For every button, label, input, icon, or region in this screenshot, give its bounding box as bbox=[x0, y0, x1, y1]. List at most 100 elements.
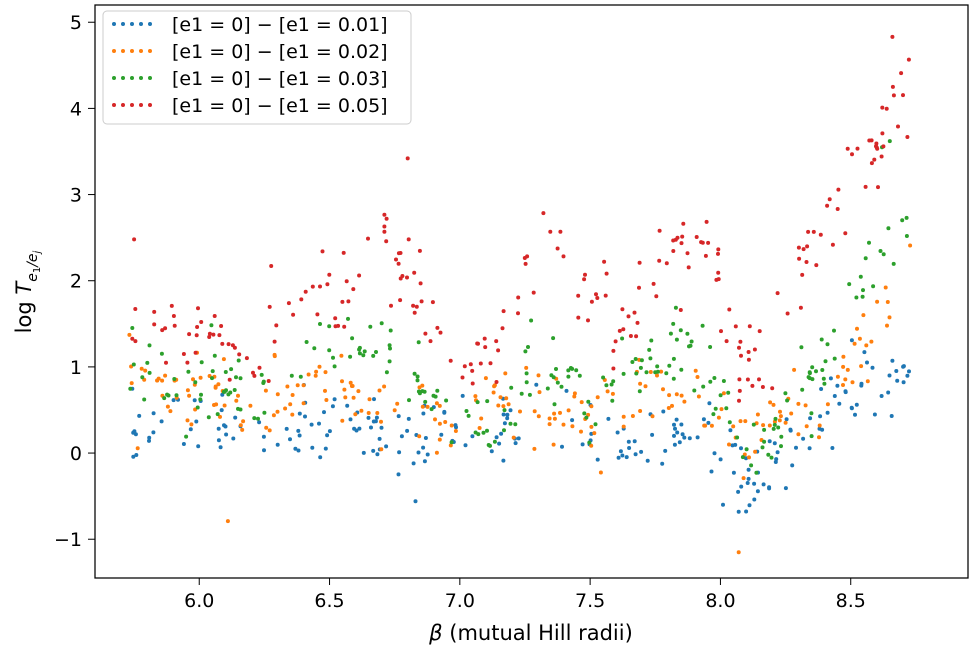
data-point bbox=[295, 383, 300, 388]
data-point bbox=[341, 250, 346, 255]
data-point bbox=[318, 455, 323, 460]
data-point bbox=[320, 249, 325, 254]
data-point bbox=[379, 321, 384, 326]
data-point bbox=[192, 398, 197, 403]
data-point bbox=[589, 404, 594, 409]
data-point bbox=[323, 370, 328, 375]
data-point bbox=[163, 373, 168, 378]
data-point bbox=[595, 296, 600, 300]
data-point bbox=[638, 365, 643, 370]
data-point bbox=[438, 330, 443, 335]
data-point bbox=[502, 421, 507, 426]
data-point bbox=[871, 284, 876, 289]
data-point bbox=[885, 300, 890, 304]
data-point bbox=[796, 245, 801, 250]
data-point bbox=[586, 318, 590, 323]
data-point bbox=[825, 342, 830, 347]
data-point bbox=[389, 303, 393, 308]
data-point bbox=[332, 364, 337, 369]
data-point bbox=[655, 364, 660, 369]
data-point bbox=[828, 376, 833, 381]
data-point bbox=[213, 384, 218, 389]
data-point bbox=[374, 350, 378, 354]
data-point bbox=[494, 380, 499, 384]
data-point bbox=[444, 398, 449, 403]
data-point bbox=[693, 368, 698, 373]
data-point bbox=[870, 365, 875, 370]
data-point bbox=[624, 455, 629, 460]
data-point bbox=[413, 499, 418, 504]
data-point bbox=[744, 456, 748, 461]
data-point bbox=[577, 373, 582, 378]
data-point bbox=[147, 343, 152, 348]
data-point bbox=[231, 436, 236, 441]
legend-label: [e1 = 0] − [e1 = 0.01] bbox=[172, 14, 388, 36]
data-point bbox=[850, 152, 854, 157]
data-point bbox=[621, 327, 626, 332]
data-point bbox=[470, 434, 475, 439]
data-point bbox=[171, 398, 176, 403]
data-point bbox=[340, 379, 344, 384]
data-point bbox=[348, 380, 353, 385]
data-point bbox=[570, 418, 575, 423]
data-point bbox=[489, 449, 494, 454]
data-point bbox=[679, 393, 684, 398]
data-point bbox=[890, 358, 895, 363]
data-point bbox=[739, 353, 743, 358]
data-point bbox=[537, 390, 542, 395]
data-point bbox=[860, 294, 865, 299]
data-point bbox=[737, 377, 742, 382]
data-point bbox=[736, 509, 741, 514]
data-point bbox=[869, 161, 874, 166]
data-point bbox=[483, 345, 488, 350]
data-point bbox=[647, 347, 652, 352]
data-point bbox=[252, 373, 257, 378]
data-point bbox=[554, 367, 558, 371]
data-point bbox=[843, 389, 848, 394]
data-point bbox=[248, 403, 253, 408]
data-point bbox=[886, 226, 891, 231]
data-point bbox=[587, 440, 592, 445]
data-point bbox=[505, 416, 510, 421]
data-point bbox=[143, 368, 148, 373]
data-point bbox=[800, 387, 805, 392]
data-point bbox=[348, 354, 353, 359]
data-point bbox=[731, 470, 736, 475]
data-point bbox=[752, 481, 757, 486]
data-point bbox=[724, 339, 729, 344]
data-point bbox=[682, 435, 687, 440]
data-point bbox=[244, 356, 249, 361]
data-point bbox=[387, 343, 392, 348]
data-point bbox=[406, 416, 411, 421]
data-point bbox=[551, 336, 556, 341]
data-point bbox=[422, 389, 427, 394]
data-point bbox=[394, 257, 398, 262]
data-point bbox=[227, 377, 232, 382]
data-point bbox=[483, 376, 488, 381]
data-point bbox=[516, 436, 521, 441]
data-point bbox=[519, 391, 524, 396]
data-point bbox=[377, 388, 382, 393]
data-point bbox=[407, 398, 411, 403]
data-point bbox=[772, 441, 777, 446]
data-point bbox=[746, 467, 751, 472]
data-point bbox=[867, 138, 872, 143]
data-point bbox=[788, 427, 793, 432]
data-point bbox=[346, 299, 351, 304]
data-point bbox=[421, 445, 426, 450]
data-point bbox=[525, 254, 530, 259]
data-point bbox=[874, 141, 879, 146]
legend-label: [e1 = 0] − [e1 = 0.02] bbox=[172, 41, 388, 63]
data-point bbox=[810, 365, 815, 370]
data-point bbox=[589, 424, 594, 429]
data-point bbox=[382, 229, 387, 234]
data-point bbox=[891, 261, 896, 266]
data-point bbox=[406, 237, 411, 242]
data-point bbox=[303, 414, 307, 419]
data-point bbox=[869, 339, 874, 344]
data-point bbox=[184, 434, 189, 439]
data-point bbox=[618, 449, 623, 454]
data-point bbox=[627, 446, 632, 450]
legend-marker bbox=[121, 103, 125, 107]
data-point bbox=[448, 358, 453, 363]
